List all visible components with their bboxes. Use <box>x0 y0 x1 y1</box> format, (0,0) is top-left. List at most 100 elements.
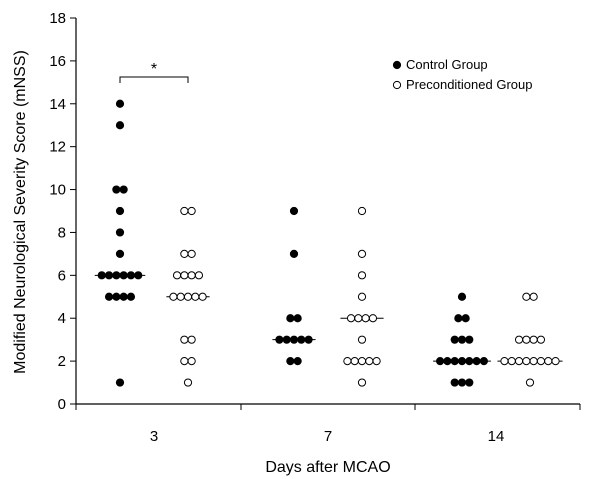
control-data-point <box>461 314 470 323</box>
preconditioned-data-point <box>180 206 189 216</box>
preconditioned-data-point <box>357 335 367 344</box>
preconditioned-data-point <box>187 249 196 258</box>
preconditioned-data-point <box>500 357 509 366</box>
control-data-point <box>289 249 299 258</box>
control-data-point <box>115 378 125 387</box>
legend: Control Group Preconditioned Group <box>392 57 532 92</box>
control-data-point <box>289 206 299 216</box>
preconditioned-data-point <box>365 357 374 366</box>
x-tick-label: 7 <box>324 428 332 445</box>
annotations: * <box>119 61 189 83</box>
preconditioned-data-point <box>522 357 531 366</box>
preconditioned-data-point <box>529 292 538 301</box>
preconditioned-data-point <box>551 357 560 366</box>
significance-bracket <box>119 76 189 83</box>
preconditioned-data-point <box>354 314 363 323</box>
preconditioned-data-point <box>180 335 189 344</box>
control-data-point <box>286 314 295 323</box>
control-data-point <box>119 185 128 194</box>
control-data-point <box>282 335 291 344</box>
preconditioned-data-point <box>183 292 193 301</box>
y-tick-label: 16 <box>49 53 66 70</box>
preconditioned-data-point <box>172 271 182 280</box>
y-tick-label: 8 <box>58 224 66 241</box>
preconditioned-data-point <box>183 378 193 387</box>
preconditioned-data-point <box>357 357 367 366</box>
control-data-point <box>297 335 306 344</box>
y-tick-label: 2 <box>58 353 66 370</box>
y-tick-label: 4 <box>58 310 66 327</box>
control-data-point <box>457 357 467 366</box>
preconditioned-data-point <box>361 314 370 323</box>
control-data-point <box>112 185 121 194</box>
control-data-point <box>115 206 125 216</box>
control-data-point <box>112 292 121 301</box>
axes <box>75 18 580 405</box>
control-data-point <box>457 292 467 301</box>
preconditioned-data-point <box>180 271 189 280</box>
median-lines <box>94 274 563 362</box>
preconditioned-data-point <box>514 357 524 366</box>
y-axis-title: Modified Neurological Severity Score (mN… <box>12 50 29 374</box>
y-tick-label: 0 <box>58 396 66 413</box>
x-ticks: 3 7 14 <box>75 404 581 445</box>
control-data-point <box>304 335 313 344</box>
preconditioned-data-point <box>357 292 367 301</box>
control-data-point <box>126 292 136 301</box>
preconditioned-data-point <box>514 335 524 344</box>
preconditioned-data-point <box>176 292 185 301</box>
control-data-point <box>112 271 121 280</box>
preconditioned-data-point <box>536 335 546 344</box>
control-data-point <box>119 292 128 301</box>
y-tick-label: 6 <box>58 267 66 284</box>
control-data-point <box>293 314 302 323</box>
significance-mark: * <box>151 61 157 78</box>
control-data-point <box>293 357 302 366</box>
preconditioned-data-point <box>372 357 381 366</box>
y-ticks: 0 2 4 6 8 10 12 14 16 18 <box>49 10 76 413</box>
preconditioned-data-point <box>536 357 546 366</box>
x-tick-label: 14 <box>488 428 505 445</box>
control-data-point <box>457 378 467 387</box>
preconditioned-data-point <box>525 378 535 387</box>
preconditioned-data-point <box>522 292 531 301</box>
legend-label: Control Group <box>406 57 488 72</box>
preconditioned-data-point <box>529 335 538 344</box>
preconditioned-data-point <box>187 357 196 366</box>
control-data-point <box>104 271 114 280</box>
control-data-point <box>465 378 474 387</box>
control-data-point <box>450 378 459 387</box>
legend-marker <box>392 60 402 70</box>
control-data-point <box>119 271 128 280</box>
control-data-point <box>457 335 467 344</box>
y-tick-label: 18 <box>49 10 66 27</box>
control-data-point <box>134 271 143 280</box>
preconditioned-data-point <box>191 292 200 301</box>
control-data-point <box>450 357 459 366</box>
preconditioned-data-point <box>187 335 196 344</box>
control-data-point <box>443 357 452 366</box>
preconditioned-data-point <box>522 335 531 344</box>
preconditioned-data-point <box>357 206 367 216</box>
control-data-point <box>115 228 125 237</box>
data-points <box>97 99 560 387</box>
control-data-point <box>454 314 463 323</box>
preconditioned-data-point <box>169 292 178 301</box>
control-data-point <box>275 335 284 344</box>
x-tick-label: 3 <box>150 428 158 445</box>
legend-label: Preconditioned Group <box>406 77 532 92</box>
control-data-point <box>97 271 106 280</box>
control-data-point <box>465 357 474 366</box>
control-data-point <box>465 335 474 344</box>
control-data-point <box>115 249 125 258</box>
x-axis-title: Days after MCAO <box>265 459 390 476</box>
preconditioned-data-point <box>357 249 367 258</box>
preconditioned-data-point <box>529 357 538 366</box>
control-data-point <box>126 271 136 280</box>
preconditioned-data-point <box>357 378 367 387</box>
legend-marker <box>392 80 402 90</box>
preconditioned-data-point <box>343 357 352 366</box>
preconditioned-data-point <box>194 271 204 280</box>
y-tick-label: 14 <box>49 96 66 113</box>
